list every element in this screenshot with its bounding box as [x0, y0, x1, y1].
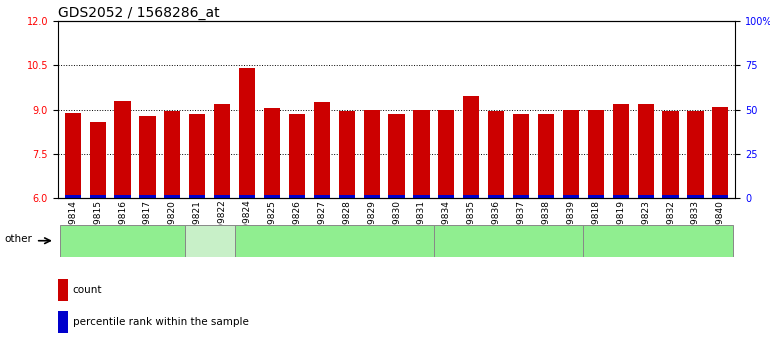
Bar: [712, 107, 728, 198]
Bar: [189, 114, 206, 198]
Bar: [438, 195, 454, 198]
Bar: [464, 97, 480, 198]
Bar: [588, 110, 604, 198]
Bar: [239, 68, 255, 198]
Bar: [264, 195, 280, 198]
Text: count: count: [72, 285, 102, 296]
Bar: [89, 195, 105, 198]
Bar: [513, 114, 529, 198]
Bar: [662, 111, 678, 198]
Bar: [488, 195, 504, 198]
Bar: [538, 114, 554, 198]
Bar: [239, 195, 255, 198]
Bar: [712, 195, 728, 198]
Text: early secretory
phase: early secretory phase: [176, 231, 244, 250]
Bar: [139, 116, 156, 198]
Bar: [289, 114, 305, 198]
Text: other: other: [5, 234, 32, 244]
Text: late secretory phase: late secretory phase: [462, 236, 555, 245]
Bar: [538, 195, 554, 198]
Bar: [584, 225, 733, 257]
Bar: [313, 102, 330, 198]
Bar: [58, 311, 68, 333]
Text: proliferative phase: proliferative phase: [80, 236, 166, 245]
Text: ambiguous phase: ambiguous phase: [618, 236, 698, 245]
Bar: [185, 225, 235, 257]
Bar: [214, 195, 230, 198]
Bar: [638, 104, 654, 198]
Bar: [662, 195, 678, 198]
Bar: [613, 104, 629, 198]
Bar: [164, 195, 180, 198]
Bar: [235, 225, 434, 257]
Bar: [115, 101, 131, 198]
Bar: [388, 114, 405, 198]
Bar: [638, 195, 654, 198]
Bar: [58, 279, 68, 301]
Text: mid secretory phase: mid secretory phase: [288, 236, 380, 245]
Bar: [563, 195, 579, 198]
Bar: [413, 110, 430, 198]
Bar: [413, 195, 430, 198]
Text: percentile rank within the sample: percentile rank within the sample: [72, 317, 249, 327]
Bar: [363, 110, 380, 198]
Bar: [563, 110, 579, 198]
Bar: [60, 225, 185, 257]
Bar: [438, 110, 454, 198]
Bar: [89, 121, 105, 198]
Bar: [688, 111, 704, 198]
Bar: [513, 195, 529, 198]
Bar: [214, 104, 230, 198]
Bar: [164, 111, 180, 198]
Bar: [488, 111, 504, 198]
Bar: [434, 225, 584, 257]
Bar: [588, 195, 604, 198]
Bar: [464, 195, 480, 198]
Bar: [189, 195, 206, 198]
Text: GDS2052 / 1568286_at: GDS2052 / 1568286_at: [58, 6, 219, 20]
Bar: [139, 195, 156, 198]
Bar: [65, 195, 81, 198]
Bar: [363, 195, 380, 198]
Bar: [313, 195, 330, 198]
Bar: [688, 195, 704, 198]
Bar: [339, 195, 355, 198]
Bar: [65, 113, 81, 198]
Bar: [613, 195, 629, 198]
Bar: [289, 195, 305, 198]
Bar: [264, 108, 280, 198]
Bar: [115, 195, 131, 198]
Bar: [388, 195, 405, 198]
Bar: [339, 111, 355, 198]
